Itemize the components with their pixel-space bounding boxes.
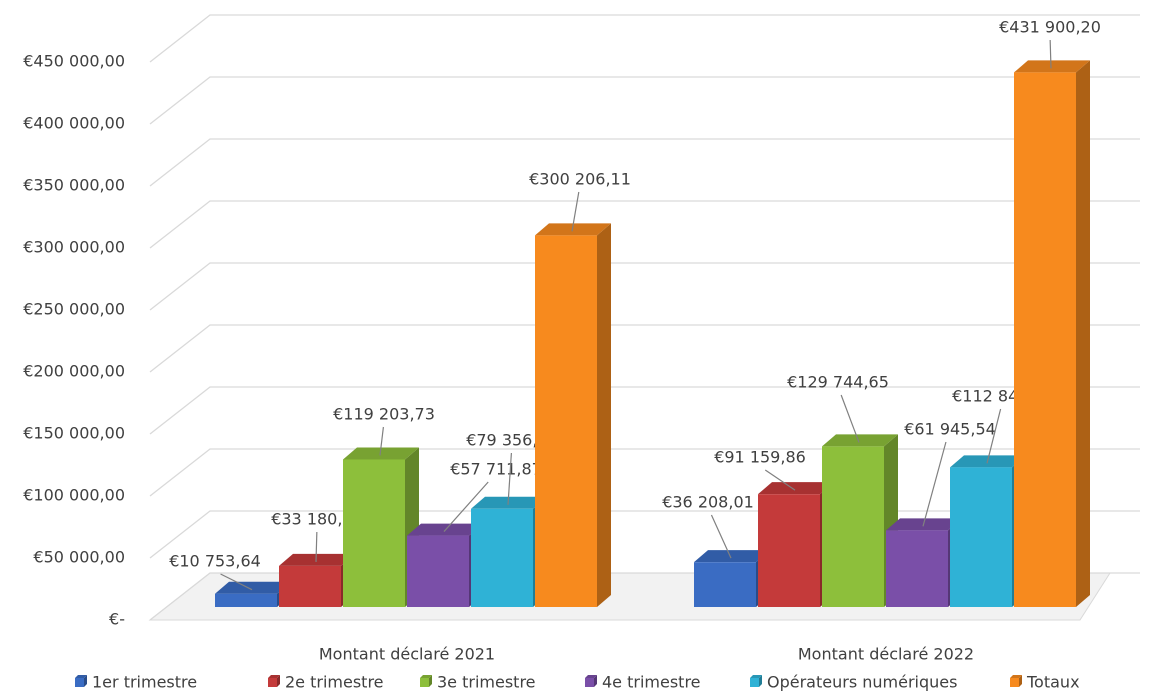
legend-label: 3e trimestre xyxy=(437,673,536,692)
legend-swatch xyxy=(75,678,84,687)
bar-face xyxy=(407,535,469,607)
legend-label: 4e trimestre xyxy=(602,673,701,692)
bar-face xyxy=(343,459,405,607)
bar-face xyxy=(1076,60,1090,608)
leader-line xyxy=(315,531,318,562)
legend-swatch-side xyxy=(759,675,762,687)
y-tick-label: €400 000,00 xyxy=(23,114,125,133)
y-tick-label: €350 000,00 xyxy=(23,176,125,195)
data-label: €300 206,11 xyxy=(529,170,631,189)
leader-line xyxy=(710,514,732,559)
leader-line xyxy=(922,441,947,527)
bar-face xyxy=(279,565,341,607)
bar-face xyxy=(1014,60,1090,73)
x-tick-label: Montant déclaré 2021 xyxy=(319,645,495,664)
data-label: €431 900,20 xyxy=(999,18,1101,37)
bar-face xyxy=(694,550,770,563)
bar-face xyxy=(597,223,611,607)
data-label: €36 208,01 xyxy=(662,493,754,512)
leader-line xyxy=(1049,39,1052,69)
bar-face xyxy=(535,223,611,236)
grid-line xyxy=(149,200,1140,249)
leader-line xyxy=(986,408,1002,464)
bar-face xyxy=(535,235,597,607)
data-label: €79 356,46 xyxy=(466,431,558,450)
bar-face xyxy=(758,482,834,495)
legend-swatch-side xyxy=(84,675,87,687)
y-tick-label: €250 000,00 xyxy=(23,300,125,319)
bar-face xyxy=(886,530,948,607)
legend-swatch xyxy=(420,678,429,687)
y-tick-label: €450 000,00 xyxy=(23,52,125,71)
y-tick-label: €- xyxy=(109,610,125,629)
legend-swatch-side xyxy=(1019,675,1022,687)
bar-face xyxy=(279,553,355,566)
bar xyxy=(215,581,291,607)
y-tick-label: €50 000,00 xyxy=(33,548,125,567)
bar-face xyxy=(215,581,291,594)
bar-face xyxy=(694,562,756,607)
legend-swatch-top xyxy=(420,675,432,678)
data-label: €91 159,86 xyxy=(714,448,806,467)
grid-line xyxy=(149,262,1140,311)
leader-line xyxy=(571,191,580,232)
legend-swatch-side xyxy=(429,675,432,687)
leader-line xyxy=(507,452,512,505)
y-tick-label: €150 000,00 xyxy=(23,424,125,443)
y-tick-label: €300 000,00 xyxy=(23,238,125,257)
legend-swatch-top xyxy=(268,675,280,678)
grid-line xyxy=(149,14,1140,63)
legend-swatch xyxy=(585,678,594,687)
bar-face xyxy=(822,434,898,447)
bar-face xyxy=(343,447,419,460)
legend-swatch xyxy=(268,678,277,687)
grid-line xyxy=(149,324,1140,373)
bar-face xyxy=(471,508,533,607)
leader-line xyxy=(220,573,253,591)
legend-swatch-side xyxy=(277,675,280,687)
x-tick-label: Montant déclaré 2022 xyxy=(798,645,974,664)
legend-label: Opérateurs numériques xyxy=(767,673,957,692)
y-tick-label: €200 000,00 xyxy=(23,362,125,381)
leader-line xyxy=(764,469,796,491)
bar-face xyxy=(1014,72,1076,607)
legend-swatch-top xyxy=(750,675,762,678)
legend-swatch-side xyxy=(594,675,597,687)
bar-face xyxy=(758,494,820,607)
y-tick-label: €100 000,00 xyxy=(23,486,125,505)
legend-swatch xyxy=(750,678,759,687)
legend-label: 2e trimestre xyxy=(285,673,384,692)
data-label: €119 203,73 xyxy=(333,405,435,424)
data-label: €129 744,65 xyxy=(787,373,889,392)
legend-swatch-top xyxy=(585,675,597,678)
bar-face xyxy=(822,446,884,607)
bar xyxy=(1014,60,1090,608)
bar xyxy=(822,434,898,607)
data-label: €10 753,64 xyxy=(169,552,261,571)
data-label: €57 711,87 xyxy=(450,460,542,479)
bar xyxy=(535,223,611,607)
data-label: €33 180,41 xyxy=(271,510,363,529)
legend-swatch xyxy=(1010,678,1019,687)
grid-line xyxy=(149,76,1140,125)
leader-line xyxy=(443,481,489,532)
legend-swatch-top xyxy=(75,675,87,678)
data-label: €61 945,54 xyxy=(904,420,996,439)
leader-line xyxy=(379,426,384,456)
bar-face xyxy=(215,593,277,607)
legend-label: Totaux xyxy=(1026,673,1080,692)
bar-face xyxy=(950,467,1012,607)
legend-label: 1er trimestre xyxy=(92,673,197,692)
grid-line xyxy=(149,386,1140,435)
bar-face xyxy=(471,496,547,509)
bar xyxy=(343,447,419,607)
legend-swatch-top xyxy=(1010,675,1022,678)
leader-line xyxy=(840,394,860,443)
grid-line xyxy=(149,138,1140,187)
